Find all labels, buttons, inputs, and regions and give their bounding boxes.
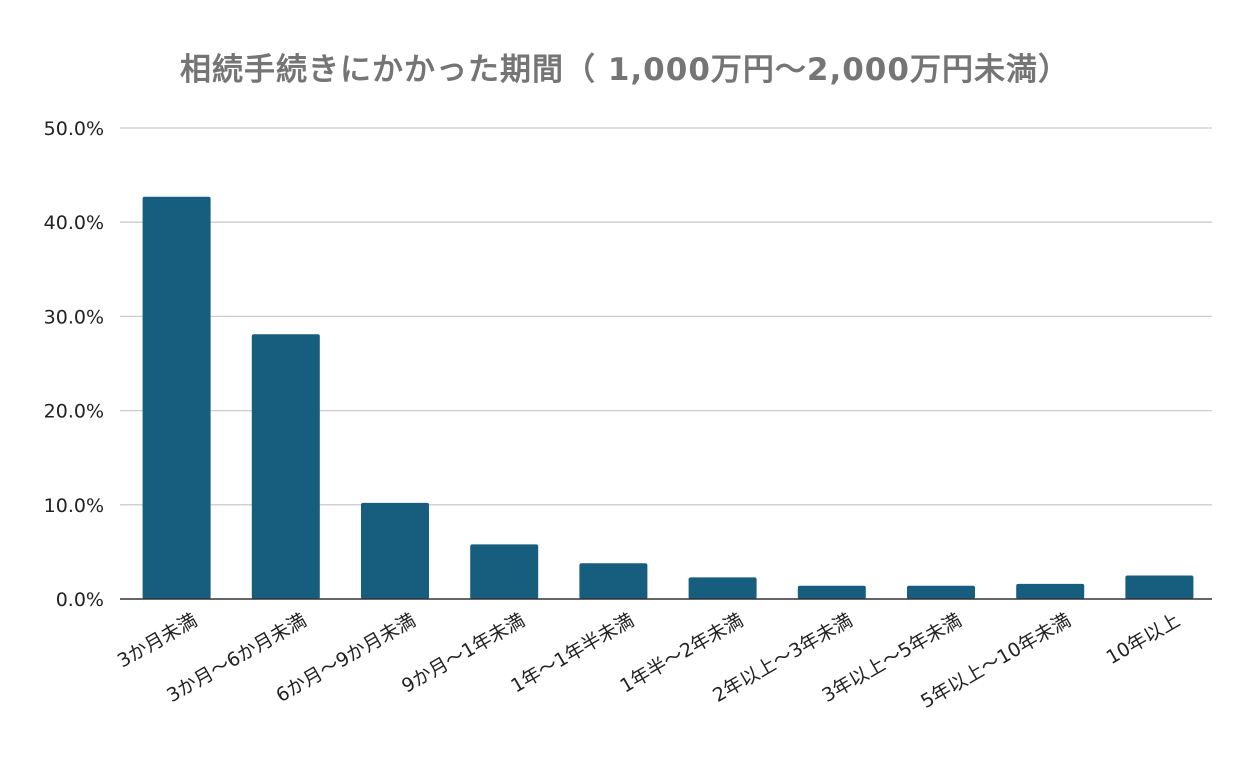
bar (361, 502, 429, 599)
x-category-label: 1年～1年半未満 (507, 609, 638, 697)
bar (797, 585, 866, 599)
bar (251, 334, 320, 599)
bar (142, 196, 211, 600)
y-tick-label: 10.0% (44, 495, 104, 517)
y-tick-label: 30.0% (44, 306, 104, 328)
x-category-label: 3か月未満 (114, 609, 201, 672)
bars (142, 196, 1194, 600)
bar (1016, 583, 1085, 599)
bar (1125, 575, 1194, 599)
x-category-label: 10年以上 (1103, 609, 1184, 669)
bar (579, 563, 648, 599)
bar (470, 544, 539, 599)
y-axis-tick-labels: 0.0% 10.0% 20.0% 30.0% 40.0% 50.0% (44, 118, 104, 611)
bar (688, 577, 757, 599)
y-tick-label: 0.0% (56, 589, 104, 611)
y-tick-label: 50.0% (44, 118, 104, 140)
y-tick-label: 40.0% (44, 212, 104, 234)
chart-title: 相続手続きにかかった期間（ 1,000万円～2,000万円未満） (180, 52, 1070, 88)
bar (907, 585, 975, 599)
x-axis-category-labels: 3か月未満3か月～6か月未満6か月～9か月未満9か月～1年未満1年～1年半未満1… (114, 609, 1184, 713)
y-tick-label: 20.0% (44, 401, 104, 423)
x-category-label: 9か月～1年未満 (398, 609, 529, 697)
